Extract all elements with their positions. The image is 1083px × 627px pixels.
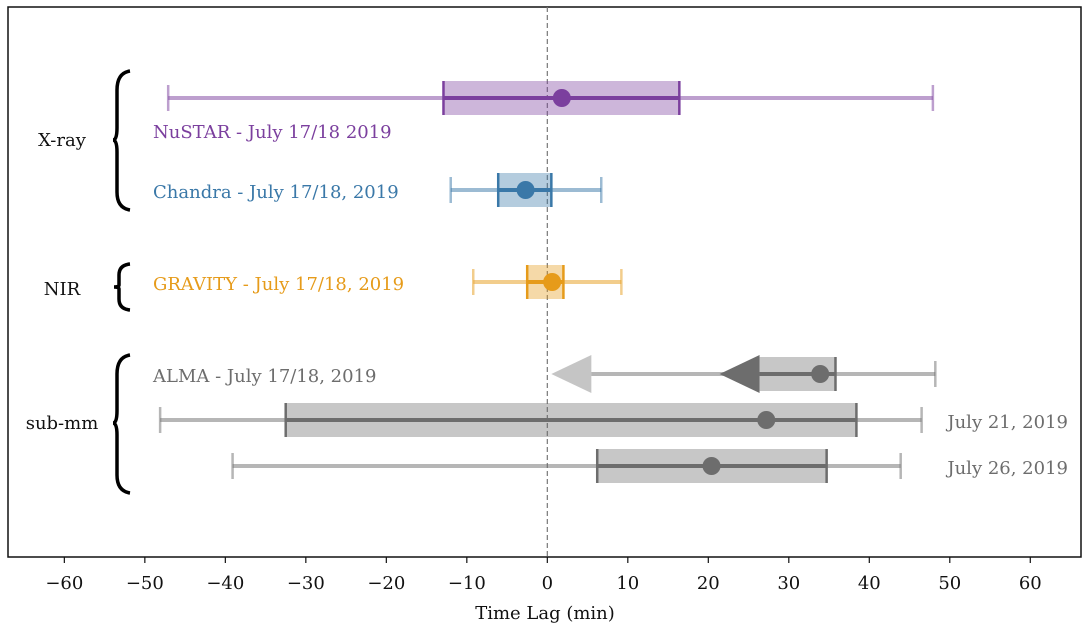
series-label: Chandra - July 17/18, 2019: [153, 182, 399, 203]
x-tick-label: −30: [287, 573, 325, 594]
x-tick-label: −50: [126, 573, 164, 594]
series-label: July 26, 2019: [945, 458, 1068, 479]
point: [516, 181, 535, 199]
brace: [113, 262, 131, 312]
plot-frame: [7, 6, 1082, 558]
series-label: ALMA - July 17/18, 2019: [152, 366, 377, 387]
point: [543, 273, 562, 291]
x-tick-label: 10: [616, 573, 639, 594]
brace: [112, 353, 131, 495]
x-tick-label: 50: [938, 573, 961, 594]
x-tick-label: 0: [542, 573, 553, 594]
x-tick-label: −20: [367, 573, 405, 594]
group-label: NIR: [44, 279, 81, 300]
point: [757, 411, 776, 429]
group-label: X-ray: [38, 130, 87, 151]
box-arrow: [719, 355, 760, 393]
x-axis-label: Time Lag (min): [475, 603, 615, 624]
x-tick-label: 60: [1019, 573, 1042, 594]
series-label: July 21, 2019: [945, 412, 1068, 433]
point: [811, 365, 830, 383]
point: [552, 89, 571, 107]
point: [702, 457, 721, 475]
x-tick-label: −60: [45, 573, 83, 594]
x-tick-label: 40: [858, 573, 881, 594]
x-tick-label: 30: [777, 573, 800, 594]
brace: [112, 69, 131, 212]
x-tick-label: −40: [206, 573, 244, 594]
x-tick-label: 20: [697, 573, 720, 594]
series-label: NuSTAR - July 17/18 2019: [153, 122, 392, 143]
series-label: GRAVITY - July 17/18, 2019: [153, 274, 404, 295]
group-label: sub-mm: [26, 413, 99, 434]
x-tick-label: −10: [448, 573, 486, 594]
whisker-arrow: [551, 355, 592, 393]
